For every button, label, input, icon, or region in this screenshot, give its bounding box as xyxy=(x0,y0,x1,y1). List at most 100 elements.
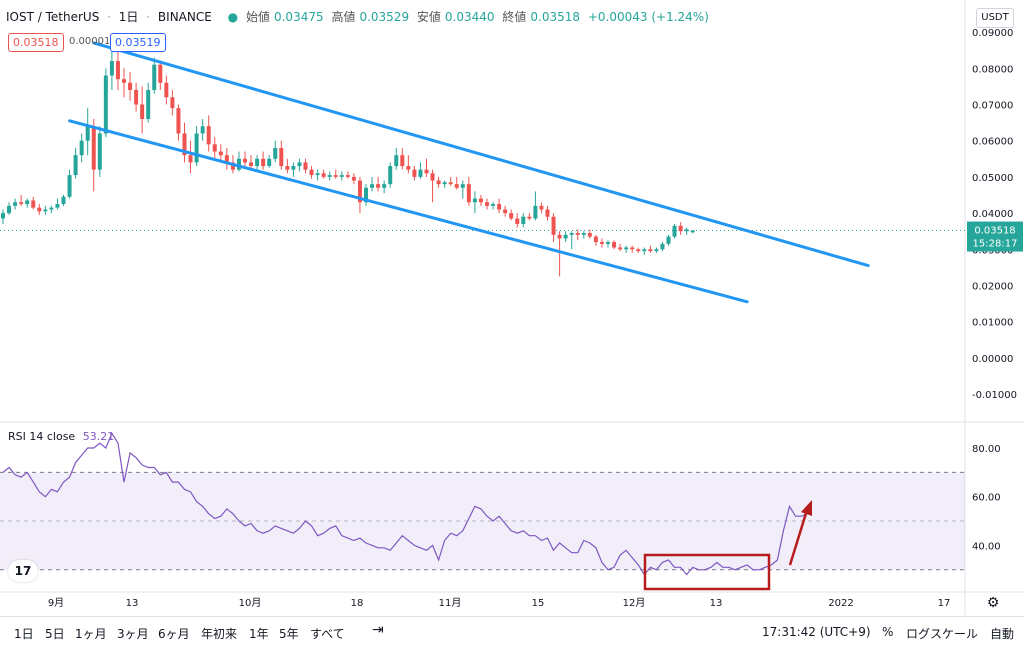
candle-body[interactable] xyxy=(224,155,229,163)
candle-body[interactable] xyxy=(158,64,163,83)
candle-body[interactable] xyxy=(182,133,187,156)
candle-body[interactable] xyxy=(85,126,90,141)
channel-lower-trendline[interactable] xyxy=(68,119,749,304)
candle-body[interactable] xyxy=(430,173,435,181)
candle-body[interactable] xyxy=(315,173,320,176)
range-all-button[interactable]: すべて xyxy=(310,627,345,641)
candle-body[interactable] xyxy=(442,182,447,185)
candle-body[interactable] xyxy=(485,202,489,206)
candle-body[interactable] xyxy=(563,234,568,239)
candle-body[interactable] xyxy=(249,162,254,167)
rsi-label[interactable]: RSI 14 close xyxy=(8,430,76,443)
candle-body[interactable] xyxy=(497,204,502,210)
candle-body[interactable] xyxy=(599,242,604,244)
candle-body[interactable] xyxy=(630,247,635,250)
candle-body[interactable] xyxy=(140,104,145,119)
candle-body[interactable] xyxy=(327,175,332,177)
candle-body[interactable] xyxy=(103,75,108,134)
candle-body[interactable] xyxy=(176,108,181,134)
candle-body[interactable] xyxy=(19,202,24,205)
candle-body[interactable] xyxy=(115,61,120,80)
candle-body[interactable] xyxy=(357,180,362,203)
candle-body[interactable] xyxy=(25,200,30,205)
candle-body[interactable] xyxy=(146,90,151,119)
annotation-box[interactable] xyxy=(643,553,771,591)
candle-body[interactable] xyxy=(612,242,617,248)
candle-body[interactable] xyxy=(636,249,641,252)
candle-body[interactable] xyxy=(321,173,326,177)
candle-body[interactable] xyxy=(243,158,247,163)
sell-price-button[interactable]: 0.03518 xyxy=(8,33,64,52)
candle-body[interactable] xyxy=(55,204,60,208)
settings-gear-icon[interactable]: ⚙ xyxy=(987,595,1000,611)
auto-scale-button[interactable]: 自動 xyxy=(990,627,1015,641)
rsi-line[interactable] xyxy=(2,432,808,576)
candle-body[interactable] xyxy=(569,233,574,235)
candle-body[interactable] xyxy=(333,175,338,177)
candle-body[interactable] xyxy=(134,90,139,105)
candle-body[interactable] xyxy=(678,225,683,232)
candle-body[interactable] xyxy=(200,126,205,134)
candle-body[interactable] xyxy=(503,209,508,214)
candle-body[interactable] xyxy=(49,207,54,210)
candle-body[interactable] xyxy=(37,207,42,212)
candle-body[interactable] xyxy=(7,205,12,214)
candle-body[interactable] xyxy=(593,236,598,243)
goto-date-icon[interactable]: ⇥ xyxy=(372,622,384,638)
candle-body[interactable] xyxy=(164,82,169,98)
candle-body[interactable] xyxy=(472,198,477,203)
candle-body[interactable] xyxy=(67,175,72,197)
candle-body[interactable] xyxy=(551,216,556,235)
candle-body[interactable] xyxy=(424,169,429,174)
candle-body[interactable] xyxy=(394,155,399,167)
range-1y-button[interactable]: 1年 xyxy=(249,627,269,641)
candle-body[interactable] xyxy=(152,64,157,91)
candle-body[interactable] xyxy=(581,233,586,235)
buy-price-button[interactable]: 0.03519 xyxy=(110,33,166,52)
candle-body[interactable] xyxy=(684,229,689,232)
candle-body[interactable] xyxy=(466,184,471,203)
candle-body[interactable] xyxy=(454,184,459,188)
candle-body[interactable] xyxy=(128,82,133,91)
candle-body[interactable] xyxy=(642,249,647,252)
candle-body[interactable] xyxy=(515,218,520,224)
range-5y-button[interactable]: 5年 xyxy=(279,627,299,641)
candle-body[interactable] xyxy=(170,97,175,109)
tradingview-logo-icon[interactable]: 17 xyxy=(8,560,38,582)
candle-body[interactable] xyxy=(587,233,592,237)
candle-body[interactable] xyxy=(521,216,526,224)
candle-body[interactable] xyxy=(660,243,665,250)
candle-body[interactable] xyxy=(672,225,677,237)
candle-body[interactable] xyxy=(418,169,423,177)
currency-button[interactable]: USDT xyxy=(976,8,1014,28)
candle-body[interactable] xyxy=(436,180,441,185)
candle-body[interactable] xyxy=(545,209,550,217)
candle-body[interactable] xyxy=(491,204,496,206)
candle-body[interactable] xyxy=(109,61,114,76)
range-6m-button[interactable]: 6ヶ月 xyxy=(158,627,190,641)
candle-body[interactable] xyxy=(236,158,241,170)
range-5d-button[interactable]: 5日 xyxy=(45,627,65,641)
candle-body[interactable] xyxy=(285,166,290,170)
candle-body[interactable] xyxy=(606,242,610,244)
interval[interactable]: 1日 xyxy=(118,10,139,24)
candle-body[interactable] xyxy=(527,216,532,219)
candle-body[interactable] xyxy=(267,158,272,167)
candle-body[interactable] xyxy=(255,158,260,167)
candle-body[interactable] xyxy=(188,155,193,163)
candle-body[interactable] xyxy=(400,155,405,167)
candle-body[interactable] xyxy=(575,233,580,235)
candle-body[interactable] xyxy=(97,133,102,170)
candle-body[interactable] xyxy=(61,196,66,205)
candle-body[interactable] xyxy=(279,147,284,167)
candle-body[interactable] xyxy=(297,162,302,167)
candle-body[interactable] xyxy=(122,79,126,83)
range-ytd-button[interactable]: 年初来 xyxy=(201,627,238,641)
percent-button[interactable]: % xyxy=(882,625,894,639)
candle-body[interactable] xyxy=(406,166,411,170)
candle-body[interactable] xyxy=(309,169,314,176)
candle-body[interactable] xyxy=(557,234,562,239)
candle-body[interactable] xyxy=(91,126,96,170)
candle-body[interactable] xyxy=(382,184,387,188)
